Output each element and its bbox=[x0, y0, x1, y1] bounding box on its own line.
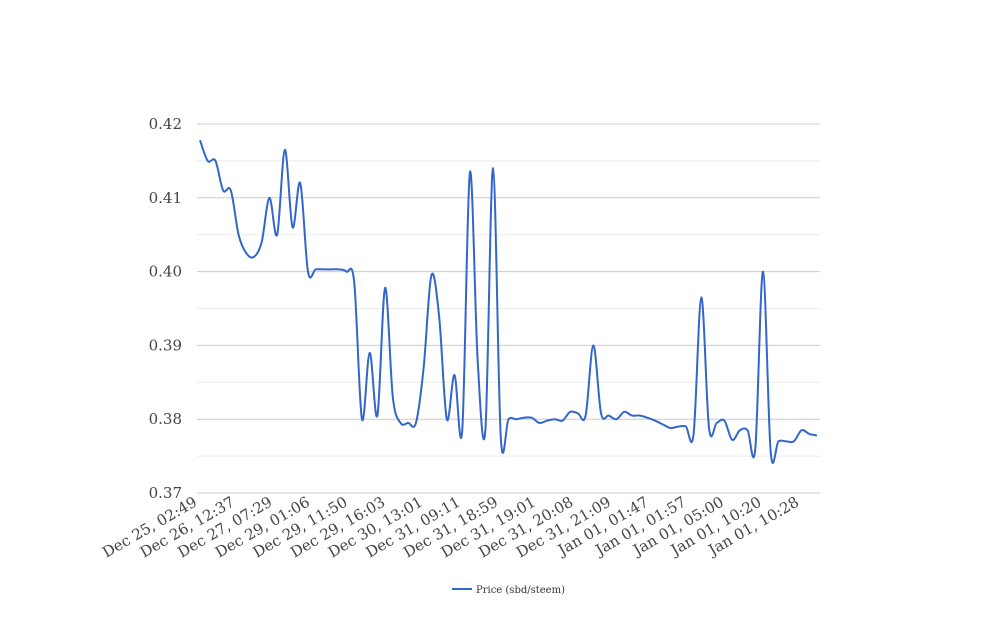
series-line-price[interactable] bbox=[199, 139, 818, 464]
y-tick-label: 0.41 bbox=[149, 189, 182, 207]
y-axis: 0.42 0.41 0.40 0.39 0.38 0.37 bbox=[149, 115, 182, 502]
y-tick-label: 0.39 bbox=[149, 336, 182, 354]
series-lines bbox=[199, 139, 818, 464]
gridlines bbox=[197, 123, 820, 494]
y-tick-label: 0.37 bbox=[149, 484, 182, 502]
y-tick-label: 0.38 bbox=[149, 410, 182, 428]
y-tick-label: 0.40 bbox=[149, 263, 182, 281]
y-tick-label: 0.42 bbox=[149, 115, 182, 133]
legend-label: Price (sbd/steem) bbox=[476, 585, 565, 596]
legend[interactable]: Price (sbd/steem) bbox=[452, 585, 565, 596]
